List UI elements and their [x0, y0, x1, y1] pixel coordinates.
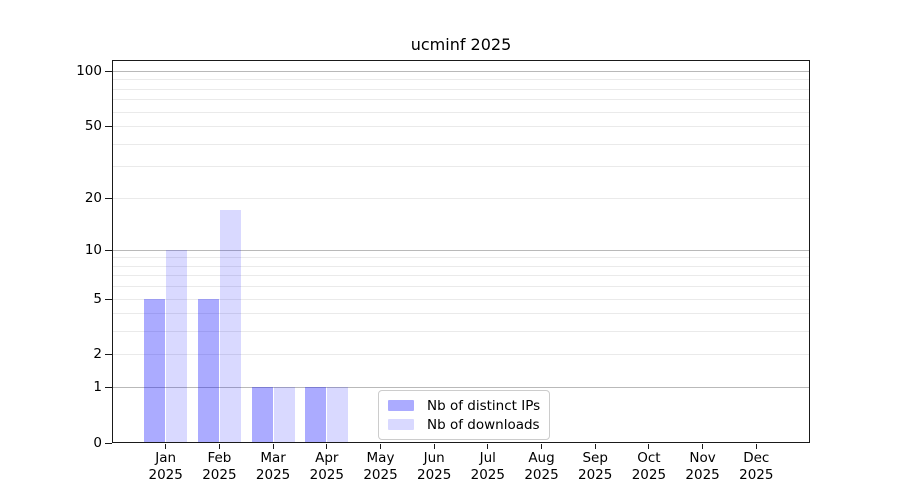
- x-tick-mark: [218, 444, 220, 449]
- x-tick-label: Sep 2025: [578, 450, 613, 483]
- y-tick-mark: [105, 387, 112, 388]
- x-tick-label: Jun 2025: [417, 450, 452, 483]
- x-tick-label: May 2025: [363, 450, 398, 483]
- x-tick-mark: [648, 444, 650, 449]
- minor-gridline: [113, 299, 809, 300]
- y-tick-mark: [105, 354, 112, 355]
- y-tick-mark: [105, 250, 112, 251]
- minor-gridline: [113, 89, 809, 90]
- minor-gridline: [113, 112, 809, 113]
- x-tick-mark: [487, 444, 489, 449]
- bar-feb-downloads: [219, 210, 241, 443]
- y-tick-label: 5: [93, 291, 102, 307]
- y-tick-mark: [105, 299, 112, 300]
- y-tick-label: 1: [93, 379, 102, 395]
- y-tick-mark: [105, 198, 112, 199]
- x-tick-label: Jan 2025: [148, 450, 183, 483]
- x-tick-mark: [594, 444, 596, 449]
- x-tick-mark: [541, 444, 542, 449]
- minor-gridline: [113, 275, 809, 276]
- x-tick-label: Apr 2025: [309, 450, 344, 483]
- y-tick-label: 2: [93, 346, 102, 362]
- bar-mar-downloads: [273, 387, 295, 443]
- bar-mar-distinct-ips: [251, 387, 273, 443]
- minor-gridline: [113, 198, 809, 199]
- bar-feb-distinct-ips: [197, 298, 219, 443]
- minor-gridline: [113, 257, 809, 258]
- y-tick-label: 50: [84, 118, 102, 134]
- bar-apr-distinct-ips: [305, 387, 327, 443]
- bar-jan-downloads: [166, 249, 188, 443]
- y-tick-label: 20: [84, 190, 102, 206]
- y-tick-label: 0: [93, 435, 102, 451]
- legend-item-downloads: Nb of downloads: [388, 415, 540, 434]
- y-tick-label: 100: [76, 63, 102, 79]
- minor-gridline: [113, 266, 809, 267]
- major-gridline: [113, 387, 809, 388]
- y-tick-mark: [105, 71, 112, 72]
- minor-gridline: [113, 144, 809, 145]
- legend-label-downloads: Nb of downloads: [427, 416, 540, 433]
- legend-item-distinct-ips: Nb of distinct IPs: [388, 396, 540, 415]
- x-tick-label: Mar 2025: [255, 450, 291, 483]
- bar-jan-distinct-ips: [144, 298, 166, 443]
- x-tick-label: Jul 2025: [470, 450, 505, 483]
- legend-swatch-downloads-icon: [388, 419, 414, 430]
- x-tick-label: Aug 2025: [524, 450, 559, 483]
- minor-gridline: [113, 286, 809, 287]
- x-tick-mark: [755, 444, 757, 449]
- x-tick-label: Dec 2025: [739, 450, 774, 483]
- legend-label-distinct-ips: Nb of distinct IPs: [427, 397, 541, 414]
- x-tick-mark: [326, 444, 328, 449]
- x-tick-label: Feb 2025: [202, 450, 237, 483]
- x-tick-mark: [702, 444, 704, 449]
- major-gridline: [113, 71, 809, 72]
- y-tick-label: 10: [84, 242, 102, 258]
- legend-swatch-distinct-ips-icon: [388, 400, 414, 411]
- minor-gridline: [113, 313, 809, 314]
- x-tick-label: Oct 2025: [631, 450, 667, 483]
- minor-gridline: [113, 79, 809, 80]
- x-tick-mark: [433, 444, 435, 449]
- y-tick-mark: [105, 126, 112, 127]
- minor-gridline: [113, 354, 809, 355]
- minor-gridline: [113, 99, 809, 100]
- chart-title: ucminf 2025: [410, 35, 512, 54]
- minor-gridline: [113, 331, 809, 332]
- major-gridline: [113, 250, 809, 251]
- y-tick-mark: [105, 443, 112, 444]
- x-tick-mark: [272, 444, 274, 449]
- bar-apr-downloads: [327, 387, 349, 443]
- x-tick-mark: [165, 444, 167, 449]
- minor-gridline: [113, 166, 809, 167]
- legend: Nb of distinct IPs Nb of downloads: [378, 390, 550, 440]
- x-tick-mark: [380, 444, 381, 449]
- x-tick-label: Nov 2025: [685, 450, 720, 483]
- minor-gridline: [113, 126, 809, 127]
